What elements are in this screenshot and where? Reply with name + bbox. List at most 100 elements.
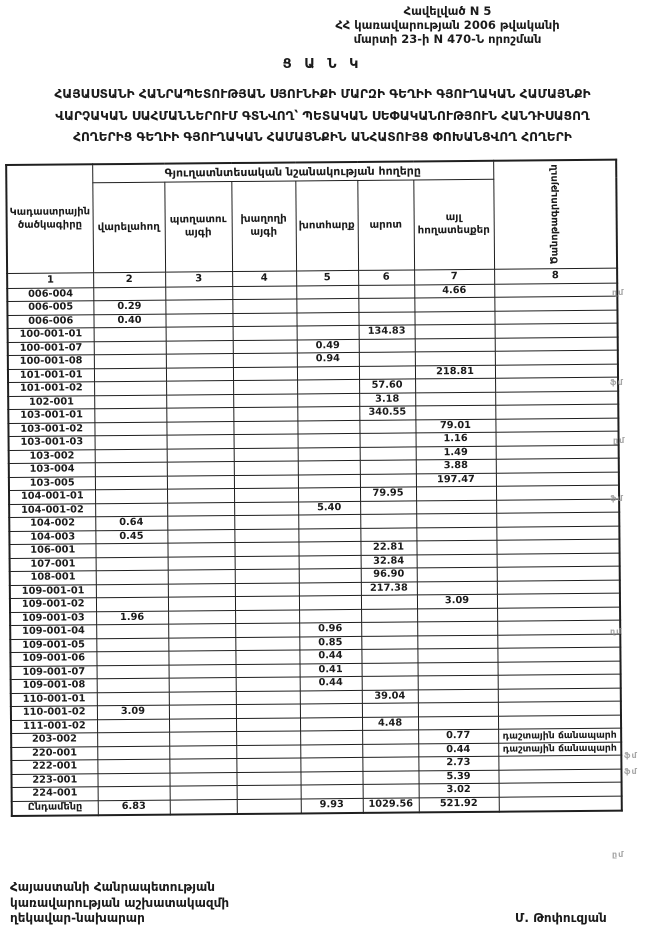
scan-artifact-mark: ֆմ	[610, 494, 624, 503]
area-value-cell	[165, 326, 233, 341]
cadastral-code-cell: 222-001	[11, 759, 98, 774]
area-value-cell: 134.83	[358, 324, 415, 339]
area-value-cell	[415, 378, 496, 393]
area-value-cell	[299, 689, 362, 704]
area-value-cell	[93, 354, 166, 369]
area-value-cell	[233, 393, 298, 408]
area-value-cell	[95, 570, 168, 585]
cadastral-code-cell: 107-001	[9, 557, 96, 572]
area-value-cell	[417, 675, 498, 690]
cadastral-code-cell: 104-001-01	[8, 489, 96, 504]
area-value-cell	[358, 297, 415, 312]
area-value-cell	[233, 433, 298, 449]
note-cell	[495, 458, 619, 473]
area-value-cell	[234, 582, 299, 597]
area-value-cell	[416, 499, 497, 514]
area-value-cell	[234, 555, 299, 570]
column-number: 4	[232, 270, 297, 287]
area-value-cell	[417, 634, 498, 649]
cadastral-code-cell: 100-001-07	[7, 341, 94, 356]
cadastral-code-cell: 101-001-02	[8, 381, 95, 396]
area-value-cell	[417, 702, 498, 717]
area-value-cell	[97, 786, 170, 801]
scan-artifact-mark: ղմ	[612, 288, 625, 297]
area-value-cell	[96, 678, 169, 693]
area-value-cell	[93, 340, 166, 355]
area-value-cell: 1.96	[96, 610, 169, 625]
cadastral-code-cell: 220-001	[11, 746, 98, 761]
area-value-cell	[232, 285, 297, 300]
area-value-cell	[236, 798, 301, 815]
note-cell	[494, 282, 618, 298]
area-value-cell	[362, 729, 419, 744]
area-value-cell	[235, 622, 300, 638]
land-transfer-table: Կադաստրային ծածկագիրը Գյուղատնտեսական նշ…	[5, 158, 623, 817]
area-value-cell	[298, 541, 361, 556]
area-value-cell	[414, 297, 495, 312]
cadastral-code-cell: 109-001-08	[10, 678, 97, 693]
area-value-cell	[94, 381, 167, 396]
cadastral-code-cell: 106-001	[9, 543, 96, 558]
area-value-cell	[297, 433, 360, 448]
cadastral-code-cell: 110-001-01	[10, 692, 97, 707]
area-value-cell: 0.64	[95, 516, 168, 531]
scan-artifact-mark: ֆմ	[624, 767, 638, 776]
area-value-cell: 4.48	[361, 716, 419, 731]
note-cell	[497, 687, 621, 703]
area-value-cell	[97, 732, 170, 747]
area-value-cell	[361, 648, 418, 663]
cadastral-code-cell: 109-001-01	[9, 584, 96, 599]
area-value-cell	[297, 446, 360, 461]
scan-artifact-mark: ըմ	[612, 850, 625, 859]
area-value-cell	[358, 311, 415, 326]
note-cell	[495, 390, 619, 406]
area-value-cell	[166, 421, 234, 436]
note-cell	[494, 309, 618, 325]
table-body: 006-004 4.66 006-005 0.29 006-006 0.40 100-001…	[7, 282, 622, 816]
area-value-cell: 1.16	[415, 432, 496, 447]
note-cell	[494, 323, 618, 338]
header-note-vertical-text: Ծանոթագրություն	[548, 164, 561, 265]
note-cell: դաշտային ճանապարհ	[498, 728, 622, 743]
area-value-cell: 4.66	[414, 283, 495, 298]
area-value-cell	[96, 651, 169, 666]
note-cell	[498, 755, 622, 770]
cadastral-code-cell: 104-002	[9, 516, 96, 531]
area-value-cell	[95, 583, 168, 598]
area-value-cell	[93, 327, 166, 342]
note-cell	[496, 593, 621, 608]
cadastral-code-cell: 104-001-02	[9, 503, 96, 518]
area-value-cell	[296, 325, 359, 340]
footer-line: Հայաստանի Հանրապետության	[10, 880, 215, 894]
area-value-cell	[235, 649, 300, 665]
area-value-cell	[167, 529, 235, 544]
area-value-cell: 0.96	[299, 622, 362, 637]
area-value-cell	[97, 745, 170, 760]
header-arable-land: վարելահող	[92, 181, 166, 273]
area-value-cell	[167, 596, 236, 611]
area-value-cell	[165, 367, 234, 382]
area-value-cell	[300, 757, 363, 772]
cadastral-code-cell: 006-004	[7, 287, 94, 302]
area-value-cell	[234, 514, 299, 530]
cadastral-code-cell: 203-002	[11, 732, 98, 747]
column-number: 1	[7, 272, 94, 288]
area-value-cell	[417, 607, 498, 622]
area-value-cell	[362, 743, 419, 758]
appendix-line: Հավելված N 5	[403, 4, 492, 18]
area-value-cell	[358, 365, 416, 380]
area-value-cell	[168, 677, 236, 692]
area-value-cell	[166, 475, 234, 490]
area-value-cell	[94, 435, 167, 450]
area-value-cell	[97, 772, 170, 787]
footer-left: Հայաստանի Հանրապետության կառավարության ա…	[10, 880, 229, 927]
area-value-cell	[233, 460, 298, 476]
area-value-cell	[235, 636, 300, 651]
cadastral-code-cell: 103-001-02	[8, 422, 95, 437]
note-cell	[495, 377, 619, 392]
area-value-cell	[416, 567, 497, 582]
header-hayfield: խոտհարք	[295, 179, 359, 271]
area-value-cell	[94, 394, 167, 409]
area-value-cell	[234, 568, 299, 584]
area-value-cell	[168, 691, 236, 706]
